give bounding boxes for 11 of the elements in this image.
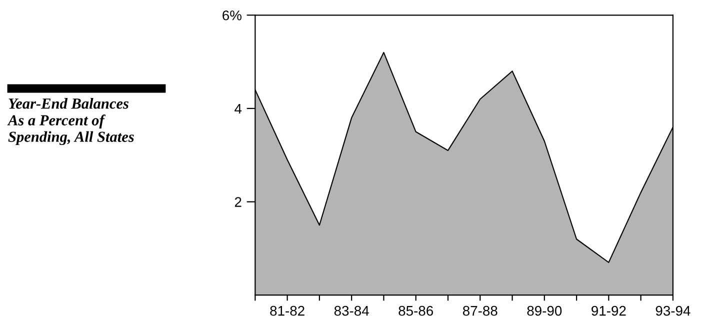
x-tick-label: 91-92	[592, 306, 626, 316]
x-tick-label: 89-90	[527, 306, 562, 316]
x-tick-label: 83-84	[334, 306, 369, 316]
x-tick-label: 85-86	[398, 306, 434, 316]
x-tick-label: 81-82	[270, 306, 304, 316]
y-tick-label: 4	[234, 104, 242, 114]
x-tick-label: 93-94	[656, 306, 690, 316]
y-tick-label: 2	[234, 197, 242, 207]
x-tick-label: 87-88	[462, 306, 498, 316]
y-tick-label: 6%	[222, 10, 242, 20]
text: Year-End Balances As a Percent of Spending, All States	[7, 98, 134, 146]
